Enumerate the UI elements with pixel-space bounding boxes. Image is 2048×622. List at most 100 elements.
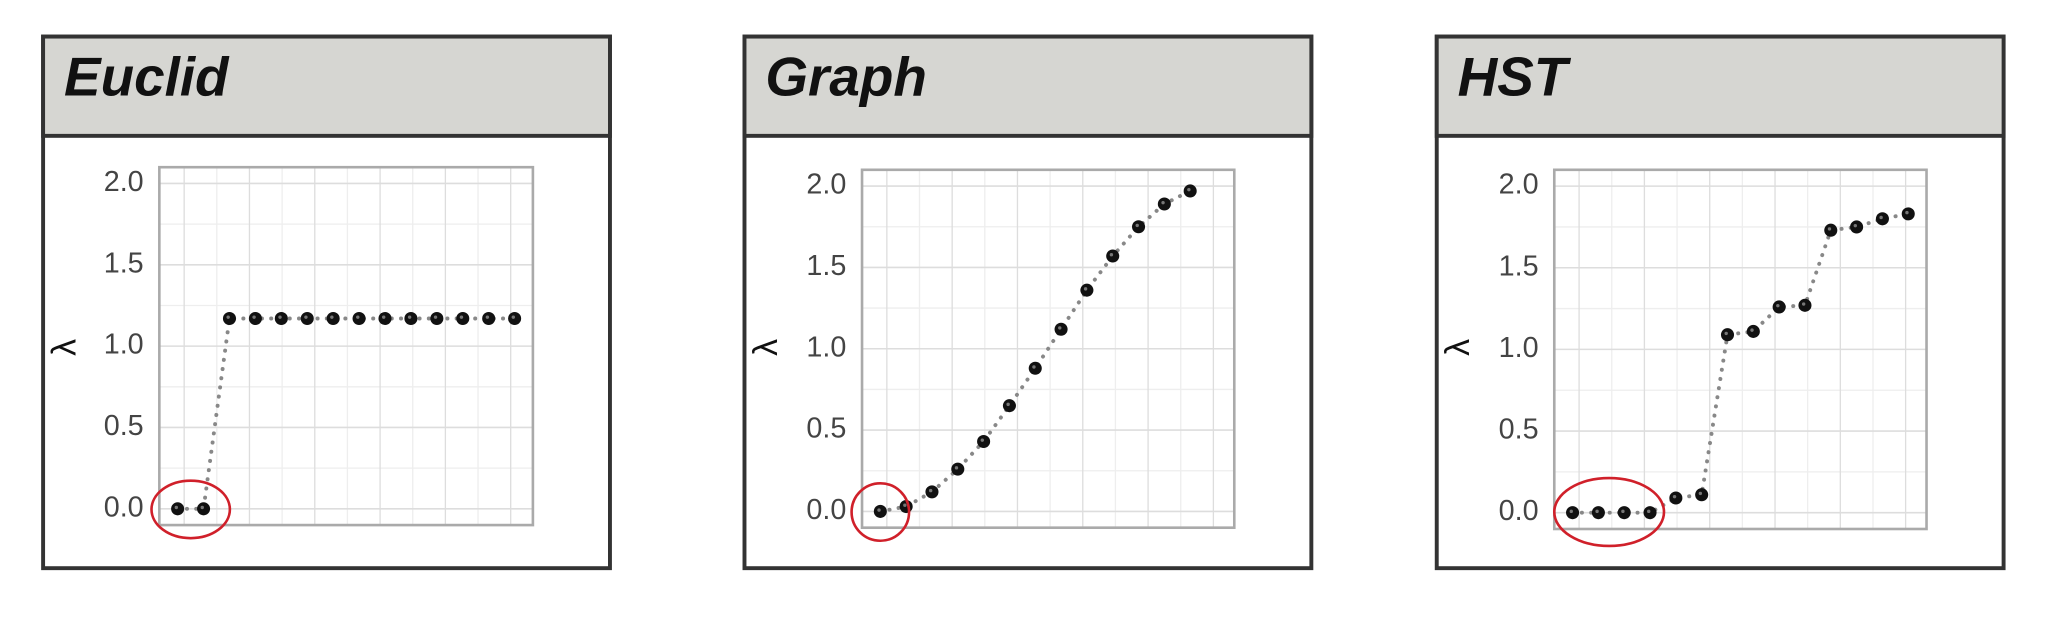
highlight-ellipse [150,479,232,540]
point-highlight [200,505,204,510]
plot-frame [158,165,535,527]
point-highlight [1032,365,1036,369]
data-point [1850,220,1864,234]
y-tick-label: 0.5 [1499,414,1539,446]
point-highlight [1083,287,1088,291]
y-tick-label: 2.0 [806,169,846,201]
point-highlight [1776,303,1780,308]
point-highlight [903,503,907,507]
data-point [404,311,418,326]
point-highlight [226,315,230,319]
y-tick-label: 0.0 [1499,495,1539,527]
data-point [1875,212,1889,226]
data-point [378,311,392,326]
point-highlight [278,315,282,319]
panel-title: Graph [765,45,927,107]
data-point [1106,249,1120,263]
data-point [1772,300,1786,314]
point-highlight [1672,494,1677,499]
y-axis-label: λ [46,339,84,356]
point-highlight [1647,509,1651,514]
y-axis-label: λ [1439,339,1477,356]
y-tick-label: 1.5 [1499,250,1539,282]
point-highlight [1750,328,1754,332]
point-highlight [1724,331,1728,336]
panel-header [1434,34,2006,138]
plot-frame [860,168,1236,529]
point-highlight [954,466,959,470]
panel-header [41,34,612,138]
point-highlight [1621,509,1625,514]
data-point [1157,197,1171,211]
y-axis-label: λ [747,339,785,356]
point-highlight [304,315,308,319]
point-highlight [174,505,179,510]
data-point [1591,506,1605,520]
point-highlight [1595,509,1599,514]
y-tick-label: 1.5 [806,250,846,282]
data-point [1720,328,1735,342]
panel-title: HST [1458,45,1572,107]
highlight-ellipse [850,481,911,543]
data-point [1002,399,1016,413]
point-highlight [980,438,985,442]
point-highlight [433,315,438,319]
panel-title: Euclid [64,45,230,107]
data-point [508,311,522,326]
point-highlight [511,315,516,319]
data-point [222,311,237,326]
data-point [1824,223,1838,237]
point-highlight [928,488,933,493]
point-highlight [485,315,490,319]
data-point [951,462,965,476]
plot-frame [1552,168,1928,531]
point-highlight [459,315,464,319]
data-point [197,502,211,516]
data-point [326,311,340,326]
point-highlight [1905,210,1909,215]
data-point [925,485,939,499]
y-tick-label: 1.0 [104,329,144,361]
point-highlight [252,315,256,319]
point-highlight [330,315,334,319]
point-highlight [382,315,386,319]
highlight-ellipse [1552,476,1666,548]
point-highlight [1853,223,1857,228]
point-highlight [1006,402,1010,407]
data-point [1669,491,1683,505]
data-point [1183,184,1197,198]
data-point [1080,283,1094,297]
data-point [977,434,991,449]
point-highlight [1187,187,1191,192]
data-point [1798,298,1812,312]
data-point [1028,361,1042,375]
y-tick-label: 1.0 [806,331,846,363]
point-highlight [1698,491,1703,496]
data-point [1643,506,1657,520]
point-highlight [407,315,412,319]
data-point [1695,488,1709,502]
point-highlight [1109,253,1114,257]
data-point [274,311,288,326]
data-point [248,311,262,326]
point-highlight [1569,509,1573,514]
y-tick-label: 0.0 [806,494,846,526]
data-point [873,504,887,518]
point-highlight [1161,200,1165,205]
point-highlight [356,315,360,319]
y-tick-label: 2.0 [1499,169,1539,201]
data-point [1617,506,1631,520]
data-point [300,311,314,326]
data-point [482,311,496,326]
y-tick-label: 2.0 [104,166,144,198]
y-tick-label: 1.0 [1499,332,1539,364]
data-point [456,311,470,326]
data-point [1054,322,1068,336]
data-point [352,311,366,326]
y-tick-label: 0.5 [806,413,846,445]
y-tick-label: 0.0 [104,491,144,523]
point-highlight [1135,223,1139,228]
data-point [171,502,185,516]
data-point [1746,324,1760,338]
